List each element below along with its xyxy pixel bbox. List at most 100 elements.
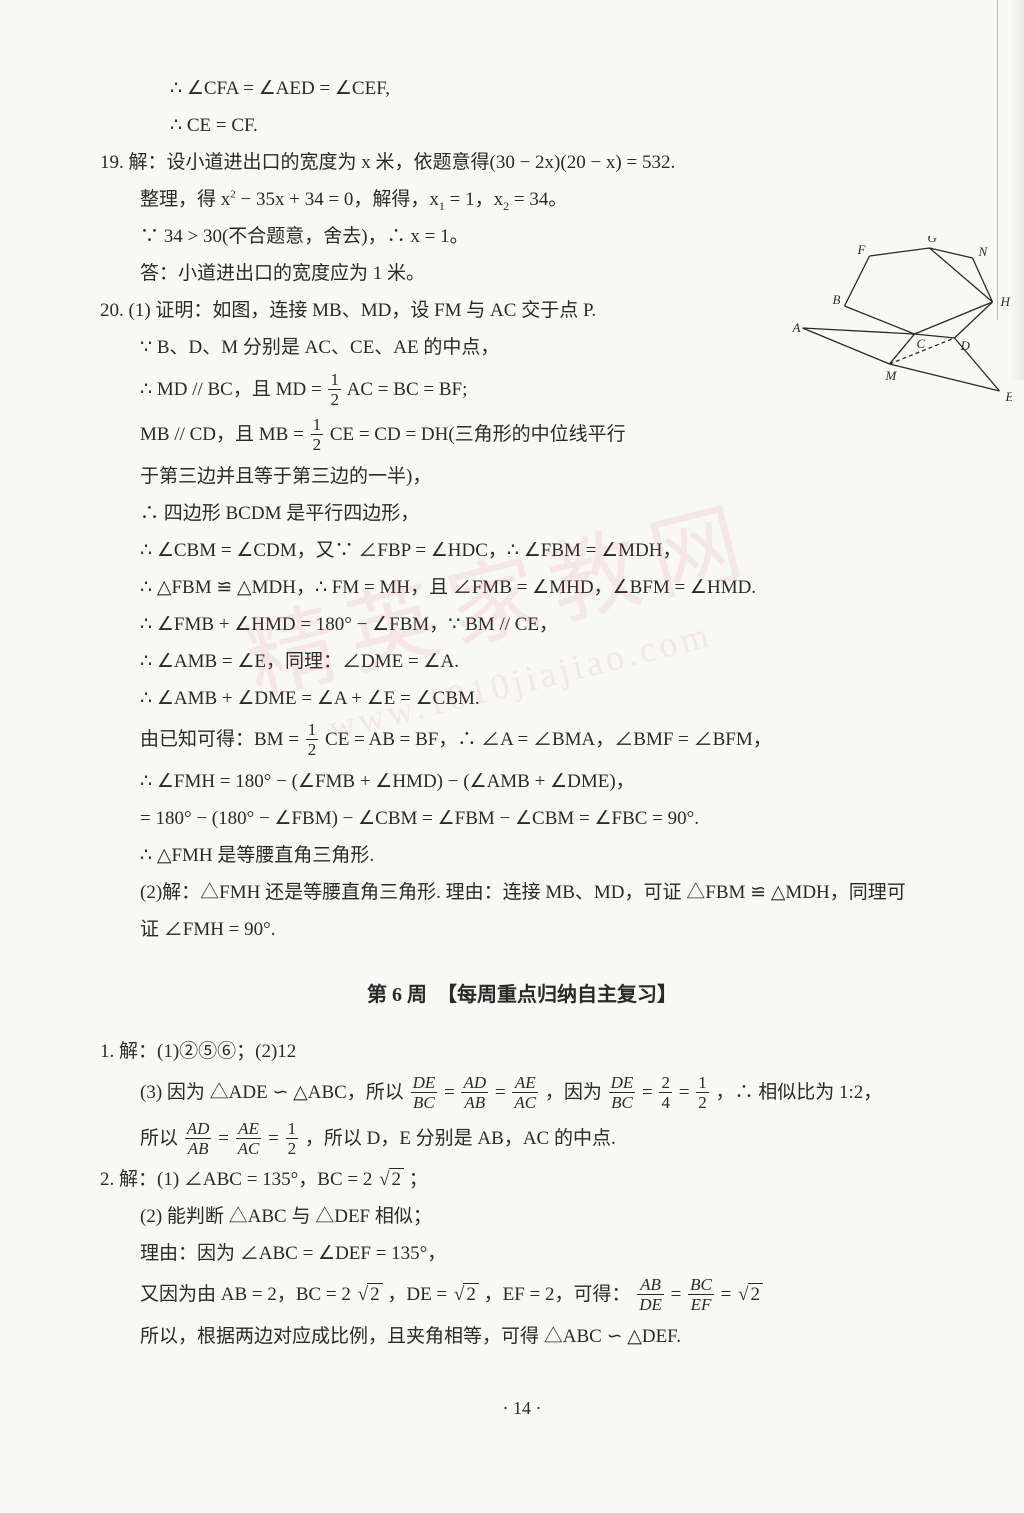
num: AE: [512, 1074, 538, 1093]
text-line: = 180° − (180° − ∠FBM) − ∠CBM = ∠FBM − ∠…: [100, 800, 944, 837]
den: AC: [512, 1093, 538, 1111]
text-line: ∴ 四边形 BCDM 是平行四边形，: [100, 495, 944, 532]
text: ；: [409, 1169, 428, 1190]
text: 整理，得 x: [140, 189, 230, 210]
page-number: · 14 ·: [100, 1391, 944, 1426]
text: ，因为: [545, 1082, 602, 1103]
den: BC: [411, 1093, 438, 1111]
den: 2: [286, 1139, 299, 1157]
text: 由已知可得：BM =: [140, 729, 304, 750]
text-line: ∴ ∠AMB = ∠E，同理：∠DME = ∠A.: [100, 643, 944, 680]
text: CE = CD = DH(三角形的中位线平行: [330, 424, 626, 445]
fraction: DEBC: [609, 1074, 636, 1111]
fraction-half: 12: [286, 1120, 299, 1157]
text-line: 所以 ADAB = AEAC = 12 ，所以 D，E 分别是 AB，AC 的中…: [100, 1116, 944, 1162]
num: 1: [286, 1120, 299, 1139]
svg-text:B: B: [833, 292, 841, 307]
text-line: 整理，得 x2 − 35x + 34 = 0，解得，x1 = 1，x2 = 34…: [100, 181, 944, 218]
radicand: 2: [367, 1283, 383, 1305]
num: AB: [637, 1276, 664, 1295]
num: AE: [236, 1120, 262, 1139]
text-line: MB // CD，且 MB = 12 CE = CD = DH(三角形的中位线平…: [100, 412, 944, 458]
text-line: 19. 解：设小道进出口的宽度为 x 米，依题意得(30 − 2x)(20 − …: [100, 144, 944, 181]
den: AC: [236, 1139, 262, 1157]
text: 又因为由 AB = 2，BC = 2: [140, 1284, 351, 1305]
svg-text:E: E: [1005, 389, 1013, 404]
text: ∴ MD // BC，且 MD =: [140, 379, 326, 400]
svg-text:A: A: [792, 320, 801, 335]
text-line: ∴ ∠CFA = ∠AED = ∠CEF,: [100, 70, 944, 107]
sqrt-icon: 2: [452, 1272, 479, 1318]
sqrt-icon: 2: [377, 1161, 404, 1198]
svg-text:H: H: [1000, 294, 1011, 309]
den: 2: [696, 1093, 709, 1111]
num: BC: [688, 1276, 714, 1295]
den: EF: [688, 1295, 714, 1313]
fraction: 24: [659, 1074, 672, 1111]
text: ，∴ 相似比为 1:2，: [715, 1082, 882, 1103]
text: 2. 解：(1) ∠ABC = 135°，BC = 2: [100, 1169, 372, 1190]
num: 2: [659, 1074, 672, 1093]
num: AD: [185, 1120, 212, 1139]
text-line: ∴ ∠AMB + ∠DME = ∠A + ∠E = ∠CBM.: [100, 680, 944, 717]
text: − 35x + 34 = 0，解得，x: [236, 189, 439, 210]
fraction-half: 12: [328, 371, 341, 408]
fraction: DEBC: [411, 1074, 438, 1111]
text: AC = BC = BF;: [347, 379, 468, 400]
text: CE = AB = BF，∴ ∠A = ∠BMA，∠BMF = ∠BFM，: [325, 729, 772, 750]
fraction: AEAC: [512, 1074, 538, 1111]
fraction: ADAB: [461, 1074, 488, 1111]
geometry-diagram: ABCDMEFGNH: [792, 236, 1012, 406]
fraction-half: 12: [696, 1074, 709, 1111]
den: 2: [328, 390, 341, 408]
num: DE: [411, 1074, 438, 1093]
text-line: ∴ CE = CF.: [100, 107, 944, 144]
text-line: ∴ ∠CBM = ∠CDM，又∵ ∠FBP = ∠HDC，∴ ∠FBM = ∠M…: [100, 532, 944, 569]
text-line: ∴ ∠FMH = 180° − (∠FMB + ∠HMD) − (∠AMB + …: [100, 763, 944, 800]
num: 1: [696, 1074, 709, 1093]
text-line: 理由：因为 ∠ABC = ∠DEF = 135°，: [100, 1235, 944, 1272]
text-line: (2)解：△FMH 还是等腰直角三角形. 理由：连接 MB、MD，可证 △FBM…: [100, 874, 944, 911]
num: 1: [306, 721, 319, 740]
text-line: 又因为由 AB = 2，BC = 2 2 ，DE = 2 ，EF = 2，可得：…: [100, 1272, 944, 1318]
svg-text:D: D: [960, 338, 971, 353]
text-line: 1. 解：(1)②⑤⑥；(2)12: [100, 1033, 944, 1070]
num: AD: [461, 1074, 488, 1093]
section-title: 第 6 周 【每周重点归纳自主复习】: [100, 976, 944, 1015]
svg-text:N: N: [978, 244, 989, 259]
text-line: ∴ ∠FMB + ∠HMD = 180° − ∠FBM，∵ BM // CE，: [100, 606, 944, 643]
text: ，DE =: [387, 1284, 452, 1305]
text: 所以: [140, 1128, 178, 1149]
text-line: ∴ △FMH 是等腰直角三角形.: [100, 837, 944, 874]
text-line: 所以，根据两边对应成比例，且夹角相等，可得 △ABC ∽ △DEF.: [100, 1318, 944, 1355]
den: 4: [659, 1093, 672, 1111]
svg-text:F: F: [857, 242, 867, 257]
den: 2: [311, 435, 324, 453]
text: ，所以 D，E 分别是 AB，AC 的中点.: [305, 1128, 616, 1149]
text-line: (2) 能判断 △ABC 与 △DEF 相似；: [100, 1198, 944, 1235]
text: = 1，x: [445, 189, 503, 210]
fraction-half: 12: [306, 721, 319, 758]
text: MB // CD，且 MB =: [140, 424, 309, 445]
text-line: 2. 解：(1) ∠ABC = 135°，BC = 2 2 ；: [100, 1161, 944, 1198]
fraction-half: 12: [311, 416, 324, 453]
text-line: ∴ △FBM ≌ △MDH，∴ FM = MH，且 ∠FMB = ∠MHD，∠B…: [100, 569, 944, 606]
radicand: 2: [389, 1168, 405, 1190]
text: = 34。: [509, 189, 567, 210]
text-line: 证 ∠FMH = 90°.: [100, 911, 944, 948]
page-body: 精英家教网 www.1010jiajiao.com ABCDMEFGNH ∴ ∠…: [0, 0, 1024, 1484]
text-line: 于第三边并且等于第三边的一半)，: [100, 458, 944, 495]
den: 2: [306, 740, 319, 758]
den: DE: [637, 1295, 664, 1313]
text: ，EF = 2，可得：: [484, 1284, 631, 1305]
num: DE: [609, 1074, 636, 1093]
text-line: (3) 因为 △ADE ∽ △ABC，所以 DEBC = ADAB = AEAC…: [100, 1070, 944, 1116]
num: 1: [328, 371, 341, 390]
den: AB: [185, 1139, 212, 1157]
radicand: 2: [463, 1283, 479, 1305]
num: 1: [311, 416, 324, 435]
den: BC: [609, 1093, 636, 1111]
fraction: ABDE: [637, 1276, 664, 1313]
fraction: AEAC: [236, 1120, 262, 1157]
radicand: 2: [748, 1283, 764, 1305]
